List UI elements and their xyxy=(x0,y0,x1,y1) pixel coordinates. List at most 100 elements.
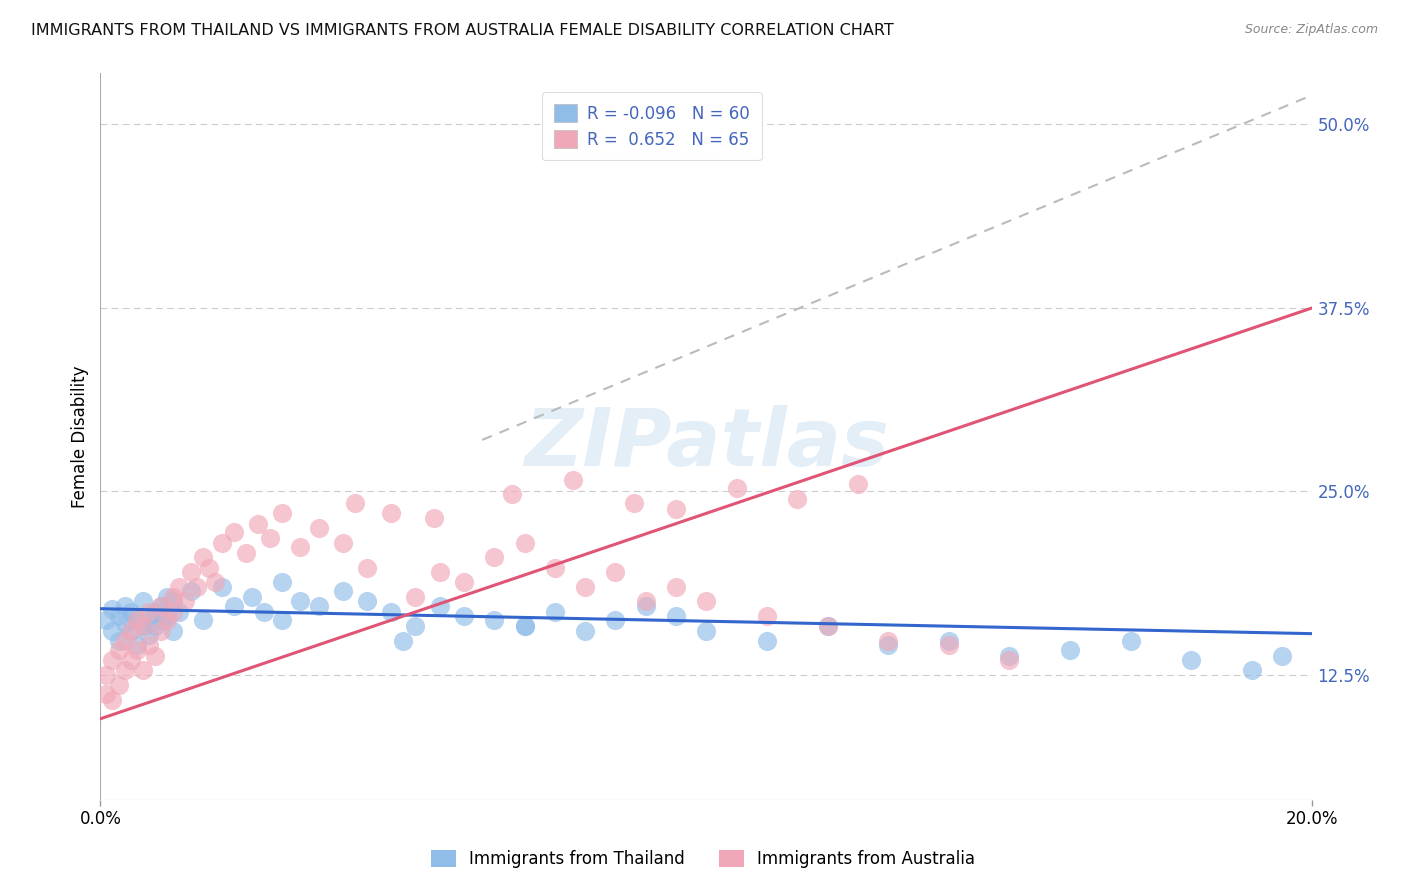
Point xyxy=(143,648,166,663)
Point xyxy=(665,609,688,624)
Point xyxy=(180,565,202,579)
Point xyxy=(817,619,839,633)
Point xyxy=(605,614,627,628)
Point xyxy=(308,521,330,535)
Point xyxy=(665,580,688,594)
Point xyxy=(290,540,312,554)
Point xyxy=(817,619,839,633)
Point xyxy=(186,580,208,594)
Point xyxy=(665,502,688,516)
Point xyxy=(107,609,129,624)
Legend: Immigrants from Thailand, Immigrants from Australia: Immigrants from Thailand, Immigrants fro… xyxy=(423,842,983,877)
Point xyxy=(501,487,523,501)
Point xyxy=(308,599,330,613)
Point xyxy=(1271,648,1294,663)
Point xyxy=(149,599,172,613)
Point xyxy=(132,619,155,633)
Point xyxy=(143,605,166,619)
Point xyxy=(101,601,124,615)
Point xyxy=(125,642,148,657)
Point xyxy=(356,594,378,608)
Point xyxy=(138,609,160,624)
Point xyxy=(725,481,748,495)
Point xyxy=(114,616,136,631)
Point xyxy=(356,560,378,574)
Point xyxy=(380,605,402,619)
Point xyxy=(259,531,281,545)
Point xyxy=(1240,664,1263,678)
Point xyxy=(167,580,190,594)
Point xyxy=(877,639,900,653)
Point xyxy=(235,546,257,560)
Point xyxy=(756,634,779,648)
Point xyxy=(429,565,451,579)
Point xyxy=(101,692,124,706)
Point xyxy=(405,590,427,604)
Point xyxy=(114,599,136,613)
Point xyxy=(149,624,172,638)
Point xyxy=(125,614,148,628)
Point xyxy=(271,575,294,590)
Point xyxy=(211,535,233,549)
Point xyxy=(938,639,960,653)
Point xyxy=(695,594,717,608)
Point xyxy=(101,624,124,638)
Text: ZIPatlas: ZIPatlas xyxy=(524,404,889,483)
Point xyxy=(156,614,179,628)
Point xyxy=(634,599,657,613)
Point xyxy=(998,648,1021,663)
Point xyxy=(107,678,129,692)
Point xyxy=(167,605,190,619)
Point xyxy=(120,624,142,638)
Point xyxy=(162,624,184,638)
Point xyxy=(574,624,596,638)
Point xyxy=(120,653,142,667)
Point xyxy=(162,594,184,608)
Point xyxy=(125,639,148,653)
Point xyxy=(271,614,294,628)
Point xyxy=(125,614,148,628)
Point xyxy=(623,496,645,510)
Point xyxy=(332,535,354,549)
Text: Source: ZipAtlas.com: Source: ZipAtlas.com xyxy=(1244,23,1378,37)
Y-axis label: Female Disability: Female Disability xyxy=(72,365,89,508)
Point xyxy=(193,614,215,628)
Point xyxy=(156,590,179,604)
Point xyxy=(380,506,402,520)
Point xyxy=(846,477,869,491)
Point xyxy=(96,687,118,701)
Point xyxy=(513,535,536,549)
Point xyxy=(96,667,118,681)
Point xyxy=(429,599,451,613)
Point xyxy=(562,473,585,487)
Point xyxy=(513,619,536,633)
Point xyxy=(253,605,276,619)
Legend: R = -0.096   N = 60, R =  0.652   N = 65: R = -0.096 N = 60, R = 0.652 N = 65 xyxy=(543,92,762,161)
Point xyxy=(513,619,536,633)
Point xyxy=(544,560,567,574)
Point xyxy=(246,516,269,531)
Point xyxy=(695,624,717,638)
Point xyxy=(453,575,475,590)
Point xyxy=(143,619,166,633)
Point xyxy=(343,496,366,510)
Point xyxy=(938,634,960,648)
Point xyxy=(96,614,118,628)
Point xyxy=(222,525,245,540)
Point xyxy=(174,594,197,608)
Point xyxy=(107,634,129,648)
Point xyxy=(574,580,596,594)
Point xyxy=(877,634,900,648)
Point xyxy=(453,609,475,624)
Point xyxy=(107,642,129,657)
Point xyxy=(114,664,136,678)
Point xyxy=(138,639,160,653)
Point xyxy=(392,634,415,648)
Point xyxy=(1119,634,1142,648)
Point xyxy=(180,584,202,599)
Point xyxy=(132,619,155,633)
Point xyxy=(605,565,627,579)
Point xyxy=(240,590,263,604)
Point xyxy=(998,653,1021,667)
Point xyxy=(149,599,172,613)
